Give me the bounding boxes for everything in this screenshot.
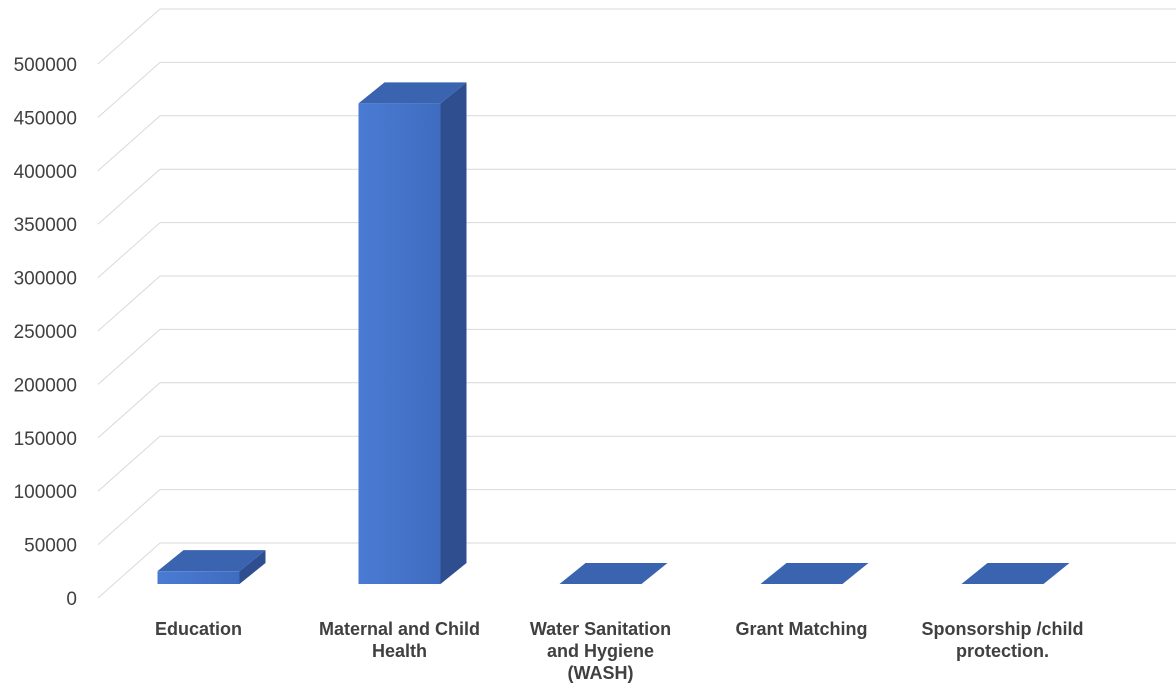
gridline-wall bbox=[97, 168, 161, 225]
gridline-wall bbox=[97, 62, 161, 118]
y-tick-label: 100000 bbox=[14, 482, 77, 503]
bar-front-face bbox=[157, 571, 240, 584]
bar-3 bbox=[559, 563, 668, 584]
gridline-wall bbox=[97, 275, 161, 332]
bar-5 bbox=[961, 563, 1070, 584]
x-category-label: Education bbox=[155, 619, 242, 639]
bars bbox=[157, 82, 1070, 585]
gridline-wall bbox=[97, 382, 161, 439]
gridline-wall bbox=[97, 435, 161, 492]
bar-2 bbox=[358, 82, 467, 585]
x-category-label: Sponsorship /child bbox=[921, 619, 1083, 639]
gridlines bbox=[97, 8, 1176, 599]
bar-side-face bbox=[440, 82, 467, 585]
gridline-wall bbox=[97, 329, 161, 385]
x-category-label: Water Sanitation bbox=[530, 619, 671, 639]
bar-top-face bbox=[358, 82, 467, 104]
bar-side-face bbox=[239, 550, 266, 584]
y-tick-label: 150000 bbox=[14, 429, 77, 450]
gridline-wall bbox=[97, 542, 161, 599]
y-tick-label: 300000 bbox=[14, 269, 77, 290]
gridline-wall bbox=[97, 222, 161, 278]
x-category-label: protection. bbox=[956, 641, 1049, 661]
y-tick-label: 0 bbox=[66, 589, 77, 610]
x-category-label: (WASH) bbox=[568, 663, 634, 683]
y-tick-label: 200000 bbox=[14, 375, 77, 396]
x-category-label: Grant Matching bbox=[735, 619, 867, 639]
x-category-label: and Hygiene bbox=[547, 641, 654, 661]
y-tick-label: 350000 bbox=[14, 215, 77, 236]
bar-top-face bbox=[157, 550, 266, 572]
bar-4 bbox=[760, 563, 869, 584]
bar-top-face bbox=[760, 563, 869, 584]
gridline-wall bbox=[97, 8, 161, 65]
bar-front-face bbox=[358, 103, 441, 585]
y-tick-label: 250000 bbox=[14, 322, 77, 343]
y-tick-label: 450000 bbox=[14, 108, 77, 129]
y-tick-label: 50000 bbox=[24, 536, 77, 557]
y-tick-label: 400000 bbox=[14, 162, 77, 183]
bar-top-face bbox=[961, 563, 1070, 584]
bar-1 bbox=[157, 550, 266, 584]
x-category-label: Health bbox=[372, 641, 427, 661]
gridline-wall bbox=[97, 115, 161, 172]
y-tick-label: 500000 bbox=[14, 55, 77, 76]
gridline-wall bbox=[97, 489, 161, 545]
y-axis-tick-labels: 0 50000 100000 150000 200000 250000 300000 3500… bbox=[14, 55, 77, 610]
bar-top-face bbox=[559, 563, 668, 584]
x-category-label: Maternal and Child bbox=[319, 619, 480, 639]
